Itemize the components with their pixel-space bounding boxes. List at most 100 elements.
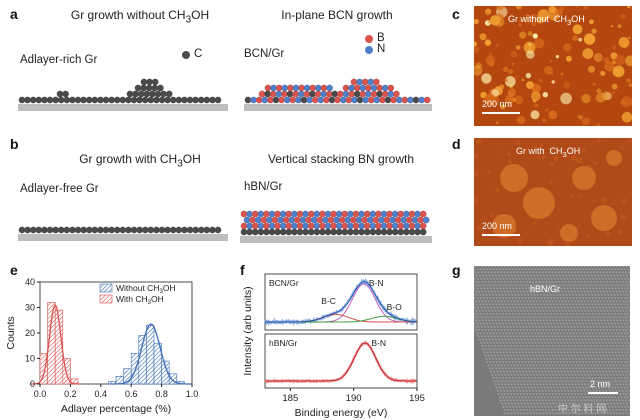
lattice-dot bbox=[488, 338, 491, 341]
lattice-dot bbox=[474, 274, 475, 277]
lattice-dot bbox=[533, 386, 537, 389]
lattice-dot bbox=[596, 408, 599, 412]
lattice-dot bbox=[584, 392, 587, 396]
lattice-dot bbox=[612, 280, 615, 284]
lattice-dot bbox=[592, 408, 596, 412]
lattice-dot bbox=[588, 287, 591, 290]
lattice-dot bbox=[569, 396, 572, 399]
lattice-dot bbox=[616, 338, 619, 341]
lattice-dot bbox=[541, 408, 544, 412]
lattice-dot bbox=[613, 402, 616, 405]
lattice-dot bbox=[534, 341, 537, 344]
lattice-dot bbox=[524, 322, 527, 325]
lattice-dot bbox=[627, 380, 630, 383]
lattice-dot bbox=[519, 389, 522, 392]
lattice-dot bbox=[499, 370, 502, 373]
lattice-dot bbox=[600, 338, 603, 341]
afm-grain bbox=[491, 89, 500, 97]
lattice-dot bbox=[574, 373, 577, 376]
lattice-dot bbox=[509, 280, 512, 284]
lattice-dot bbox=[566, 296, 569, 300]
lattice-dot bbox=[618, 316, 621, 319]
lattice-dot bbox=[553, 287, 556, 290]
lattice-dot bbox=[621, 344, 624, 348]
lattice-dot bbox=[617, 268, 620, 271]
afm-grain bbox=[507, 88, 517, 97]
lattice-dot bbox=[477, 316, 480, 319]
lattice-dot bbox=[573, 370, 576, 373]
lattice-dot bbox=[599, 373, 602, 376]
lattice-dot bbox=[535, 319, 539, 322]
lattice-dot bbox=[603, 309, 606, 312]
lattice-dot bbox=[533, 357, 536, 360]
lattice-dot bbox=[608, 316, 611, 319]
lattice-dot bbox=[497, 392, 500, 396]
lattice-dot bbox=[589, 389, 592, 392]
lattice-dot bbox=[549, 303, 552, 306]
lattice-dot bbox=[602, 280, 605, 284]
lattice-dot bbox=[521, 360, 524, 364]
lattice-dot bbox=[603, 266, 606, 268]
lattice-dot bbox=[599, 309, 602, 312]
afm-grain bbox=[579, 195, 583, 199]
lattice-dot bbox=[478, 319, 481, 322]
lattice-dot bbox=[526, 402, 529, 405]
lattice-dot bbox=[498, 396, 501, 399]
lattice-dot bbox=[555, 309, 558, 312]
lattice-dot bbox=[504, 284, 507, 287]
lattice-dot bbox=[551, 335, 554, 338]
lattice-dot bbox=[595, 399, 599, 402]
lattice-dot bbox=[576, 360, 579, 364]
lattice-dot bbox=[554, 316, 557, 319]
lattice-dot bbox=[527, 312, 530, 316]
lattice-dot bbox=[551, 319, 555, 322]
lattice-dot bbox=[619, 266, 622, 268]
lattice-dot bbox=[529, 392, 532, 396]
lattice-dot bbox=[503, 383, 507, 386]
lattice-dot bbox=[611, 360, 614, 364]
lattice-dot bbox=[504, 312, 508, 316]
lattice-dot bbox=[597, 386, 601, 389]
lattice-dot bbox=[518, 360, 521, 364]
lattice-dot bbox=[628, 408, 630, 412]
lattice-dot bbox=[547, 271, 551, 274]
lattice-dot bbox=[587, 284, 590, 287]
lattice-dot bbox=[578, 348, 581, 351]
lattice-dot bbox=[555, 266, 558, 268]
lattice-dot bbox=[593, 354, 596, 357]
chart-e-ylabel: Counts bbox=[5, 316, 17, 349]
lattice-dot bbox=[525, 316, 528, 319]
lattice-dot bbox=[605, 354, 609, 357]
lattice-dot bbox=[529, 373, 532, 376]
lattice-dot bbox=[564, 354, 567, 357]
lattice-dot bbox=[594, 332, 597, 335]
lattice-dot bbox=[501, 386, 505, 389]
lattice-dot bbox=[614, 306, 617, 309]
lattice-dot bbox=[588, 332, 591, 335]
lattice-dot bbox=[609, 402, 613, 405]
lattice-dot bbox=[488, 367, 491, 370]
lattice-dot bbox=[619, 338, 622, 341]
lattice-dot bbox=[626, 303, 629, 306]
lattice-dot bbox=[563, 306, 566, 309]
lattice-dot bbox=[613, 303, 616, 306]
lattice-dot bbox=[537, 405, 540, 408]
lattice-dot bbox=[561, 319, 564, 322]
lattice-dot bbox=[552, 402, 555, 405]
lattice-dot bbox=[526, 348, 529, 351]
lattice-dot bbox=[506, 408, 509, 412]
lattice-dot bbox=[544, 370, 547, 373]
lattice-dot bbox=[498, 303, 501, 306]
lattice-dot bbox=[551, 300, 554, 303]
lattice-dot bbox=[586, 325, 589, 328]
afm-grain bbox=[620, 13, 626, 20]
lattice-dot bbox=[626, 357, 629, 360]
lattice-dot bbox=[537, 351, 540, 354]
lattice-dot bbox=[528, 316, 531, 319]
lattice-dot bbox=[604, 277, 607, 280]
lattice-dot bbox=[561, 328, 564, 332]
lattice-dot bbox=[560, 344, 564, 348]
lattice-dot bbox=[591, 386, 594, 389]
lattice-dot bbox=[538, 271, 541, 274]
lattice-dot bbox=[570, 280, 573, 284]
